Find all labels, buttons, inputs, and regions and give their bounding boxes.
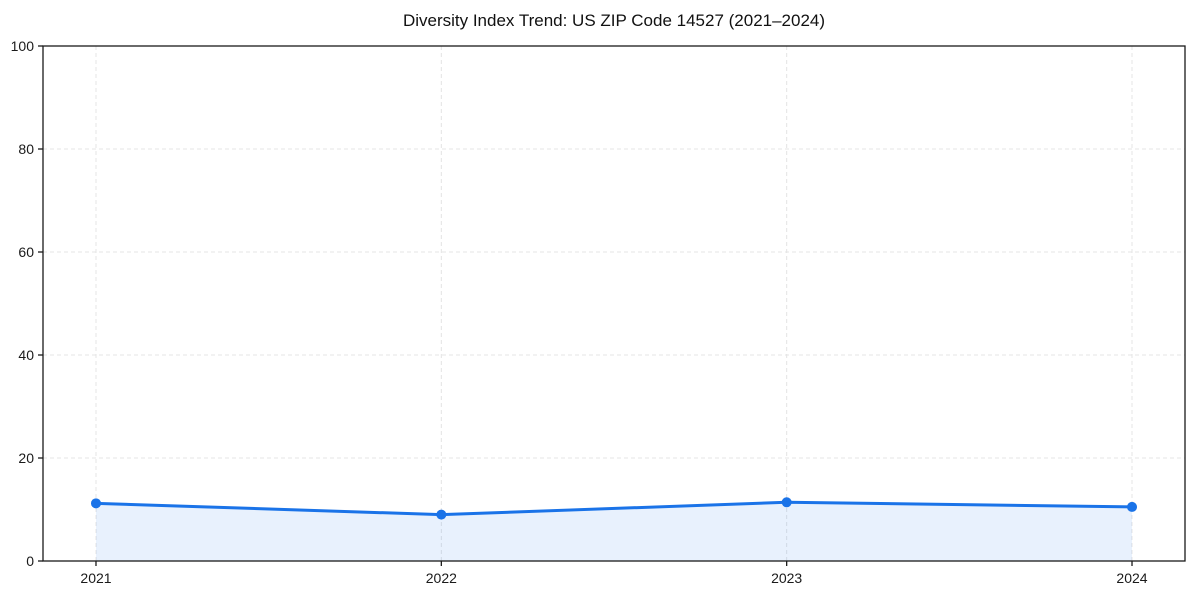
area-fill: [95, 502, 1133, 561]
trend-line: [94, 500, 1134, 517]
x-tick-label: 2024: [1116, 570, 1147, 586]
y-tick-label: 60: [18, 244, 34, 260]
data-point-marker: [781, 497, 792, 508]
plot-border: [42, 45, 1186, 562]
y-tick-label: 80: [18, 141, 34, 157]
y-tick-label: 40: [18, 347, 34, 363]
data-point-marker: [1127, 501, 1138, 512]
x-tick-label: 2022: [426, 570, 457, 586]
y-tick-label: 0: [26, 553, 34, 569]
data-point-marker: [436, 509, 447, 520]
data-point-marker: [90, 498, 101, 509]
x-tick-label: 2023: [771, 570, 802, 586]
y-tick-label: 20: [18, 450, 34, 466]
y-tick-label: 100: [11, 38, 35, 54]
chart-title: Diversity Index Trend: US ZIP Code 14527…: [402, 11, 826, 30]
x-tick-label: 2021: [80, 570, 111, 586]
